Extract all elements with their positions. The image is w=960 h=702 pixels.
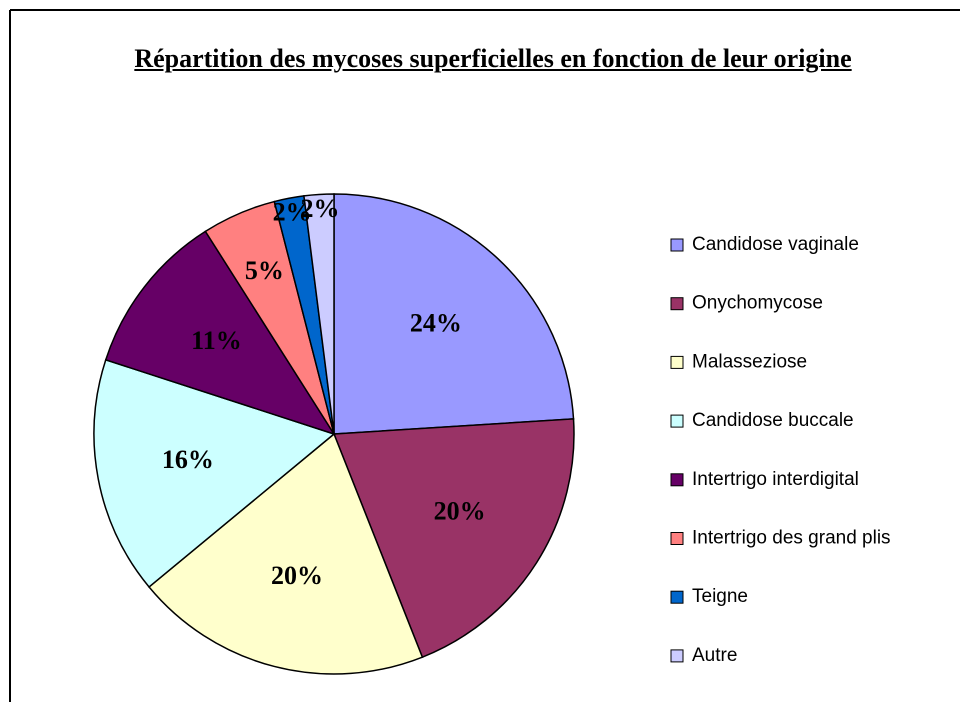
data-label: 20% bbox=[434, 497, 486, 526]
legend-swatch bbox=[670, 238, 684, 252]
data-label: 24% bbox=[410, 308, 462, 337]
pie-slice bbox=[333, 193, 575, 435]
pie-slice bbox=[303, 193, 335, 435]
data-label: 2% bbox=[300, 194, 339, 223]
legend-swatch bbox=[670, 297, 684, 311]
legend-label: Onychomycose bbox=[692, 293, 823, 314]
legend-label: Intertrigo interdigital bbox=[692, 469, 859, 490]
legend-swatch bbox=[670, 532, 684, 545]
pie-slice bbox=[93, 358, 336, 589]
legend-swatch bbox=[670, 473, 684, 487]
legend-label: Autre bbox=[692, 645, 737, 666]
pie-slice bbox=[332, 418, 575, 659]
legend-label: Teigne bbox=[692, 586, 748, 607]
pie-slice bbox=[148, 432, 424, 675]
legend-label: Candidose vaginale bbox=[692, 234, 859, 255]
legend-label: Candidose buccale bbox=[692, 410, 854, 431]
data-label: 16% bbox=[162, 445, 214, 474]
legend-swatch bbox=[670, 590, 684, 604]
legend-swatch bbox=[670, 414, 684, 428]
data-label: 20% bbox=[271, 561, 323, 590]
data-label: 11% bbox=[191, 326, 242, 355]
legend-swatch bbox=[670, 355, 684, 369]
pie-slice bbox=[104, 230, 336, 436]
data-label: 2% bbox=[273, 198, 312, 227]
legend-swatch bbox=[670, 649, 684, 663]
data-label: 5% bbox=[245, 256, 284, 285]
legend-label: Malasseziose bbox=[692, 351, 807, 372]
legend-label: Intertrigo des grand plis bbox=[692, 528, 891, 549]
chart-title: Répartition des mycoses superficielles e… bbox=[134, 44, 852, 73]
